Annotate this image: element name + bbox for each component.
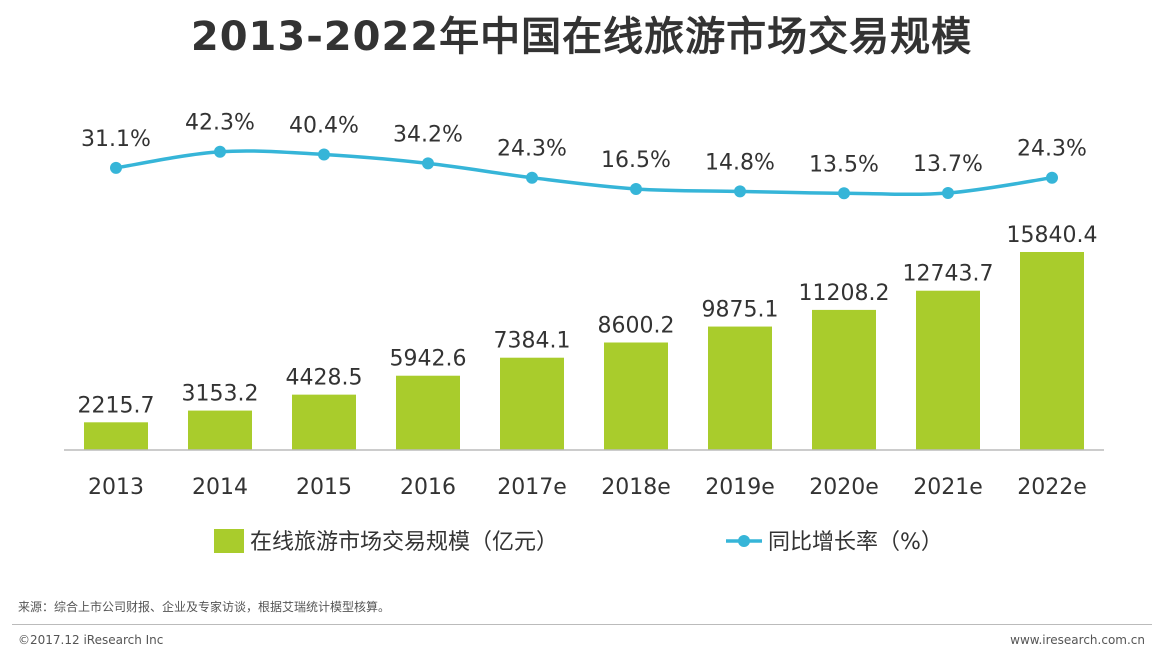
rate-point-2014 <box>214 145 226 158</box>
rate-label-2016: 34.2% <box>393 122 463 147</box>
x-tick-2021e: 2021e <box>913 475 983 500</box>
bar-2014 <box>188 410 252 450</box>
rate-point-2019e <box>734 185 746 198</box>
rate-point-2017e <box>526 171 538 184</box>
x-tick-2015: 2015 <box>296 475 352 500</box>
rate-label-2022e: 24.3% <box>1017 137 1087 162</box>
rate-point-2016 <box>422 157 434 170</box>
rate-label-2017e: 24.3% <box>497 137 567 162</box>
rate-label-2020e: 13.5% <box>809 152 879 177</box>
bar-label-2018e: 8600.2 <box>598 313 675 338</box>
chart-title: 2013-2022年中国在线旅游市场交易规模 <box>190 14 973 60</box>
rate-point-2018e <box>630 182 642 195</box>
rate-point-2015 <box>318 148 330 161</box>
bar-label-2017e: 7384.1 <box>494 329 571 354</box>
rate-label-2015: 40.4% <box>289 113 359 138</box>
bar-label-2014: 3153.2 <box>182 382 259 407</box>
website-link[interactable]: www.iresearch.com.cn <box>1010 633 1145 647</box>
bar-2017e <box>500 357 564 450</box>
bar-label-2022e: 15840.4 <box>1007 223 1098 248</box>
rate-point-2013 <box>110 161 122 174</box>
rate-label-2019e: 14.8% <box>705 150 775 175</box>
bar-2022e <box>1020 251 1084 450</box>
legend-bar-swatch <box>214 529 244 553</box>
footer-divider <box>12 624 1152 625</box>
x-tick-2018e: 2018e <box>601 475 671 500</box>
growth-rate-line <box>115 149 1053 197</box>
x-tick-2019e: 2019e <box>705 475 775 500</box>
x-tick-2013: 2013 <box>88 475 144 500</box>
x-tick-2016: 2016 <box>400 475 456 500</box>
copyright: ©2017.12 iResearch Inc <box>18 633 164 647</box>
bar-label-2021e: 12743.7 <box>903 262 994 287</box>
chart-area: 2215.7 3153.2 4428.5 5942.6 7384.1 8600.2 9875… <box>64 111 1104 555</box>
rate-point-2021e <box>942 186 954 199</box>
rate-point-2020e <box>838 187 850 200</box>
bar-2021e <box>916 290 980 450</box>
x-tick-2022e: 2022e <box>1017 475 1087 500</box>
x-tick-2017e: 2017e <box>497 475 567 500</box>
bar-2013 <box>84 422 148 450</box>
legend-line-dot <box>738 535 750 547</box>
bar-2018e <box>604 342 668 450</box>
bar-label-2016: 5942.6 <box>390 347 467 372</box>
rate-label-2013: 31.1% <box>81 127 151 152</box>
bar-label-2015: 4428.5 <box>286 366 363 391</box>
rate-point-2022e <box>1046 171 1058 184</box>
bar-label-2013: 2215.7 <box>78 393 155 418</box>
source-note: 来源：综合上市公司财报、企业及专家访谈，根据艾瑞统计模型核算。 <box>18 600 391 614</box>
x-tick-2020e: 2020e <box>809 475 879 500</box>
x-tick-2014: 2014 <box>192 475 248 500</box>
bar-label-2019e: 9875.1 <box>702 298 779 323</box>
bar-2016 <box>396 375 460 450</box>
legend-bar-label: 在线旅游市场交易规模（亿元） <box>250 530 558 555</box>
bar-2019e <box>708 326 772 450</box>
legend-line-label: 同比增长率（%） <box>768 530 943 555</box>
bar-2020e <box>812 309 876 450</box>
rate-label-2014: 42.3% <box>185 111 255 136</box>
bar-2015 <box>292 394 356 450</box>
rate-label-2018e: 16.5% <box>601 148 671 173</box>
rate-label-2021e: 13.7% <box>913 152 983 177</box>
bar-label-2020e: 11208.2 <box>799 281 890 306</box>
